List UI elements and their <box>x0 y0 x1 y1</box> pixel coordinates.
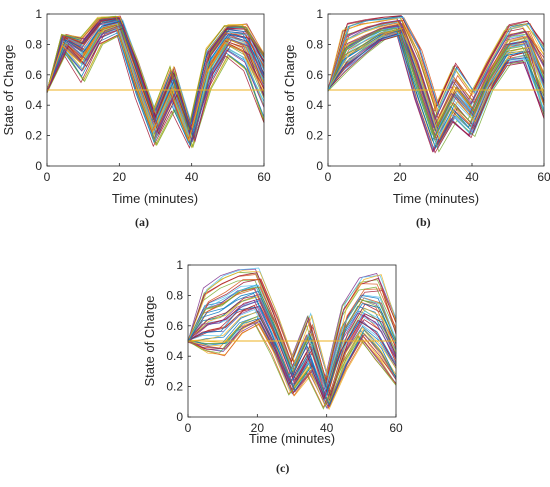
y-tick-label: 0 <box>316 159 323 173</box>
series-line <box>327 27 545 136</box>
x-tick-label: 40 <box>185 170 199 184</box>
y-tick-label: 0.4 <box>166 349 183 363</box>
x-tick-label: 0 <box>325 170 332 184</box>
series-line <box>327 17 545 112</box>
panel-c: 0 20 40 60 0 0.2 0.4 0.6 0.8 1 Time (minutes) Sta… <box>142 258 403 475</box>
series-line <box>187 318 397 407</box>
y-tick-label: 0.2 <box>166 380 183 394</box>
series-line <box>187 270 397 381</box>
y-tick-label: 0.8 <box>25 37 42 51</box>
line-layer <box>187 267 397 411</box>
series-line <box>46 24 265 141</box>
y-tick-label: 0 <box>176 410 183 424</box>
series-line <box>327 20 545 120</box>
axes-box <box>46 13 265 167</box>
tick-layer: 0 20 40 60 0 0.2 0.4 0.6 0.8 1 <box>306 7 550 184</box>
y-tick-label: 0.8 <box>306 37 323 51</box>
y-tick-label: 1 <box>316 7 323 21</box>
series-line <box>327 33 545 151</box>
tick-layer: 0 20 40 60 0 0.2 0.4 0.6 0.8 1 <box>25 7 271 184</box>
series-line <box>187 319 397 409</box>
panel-caption: (b) <box>416 215 431 229</box>
x-tick-label: 40 <box>465 170 479 184</box>
axes-box <box>327 13 545 167</box>
series-line <box>327 23 545 128</box>
tick-layer: 0 20 40 60 0 0.2 0.4 0.6 0.8 1 <box>166 258 403 435</box>
series-line <box>46 23 265 139</box>
series-line <box>327 31 545 150</box>
x-tick-label: 20 <box>393 170 407 184</box>
series-line <box>327 15 545 107</box>
y-tick-label: 0.2 <box>25 129 42 143</box>
series-line <box>187 298 397 397</box>
series-line <box>46 26 265 142</box>
x-tick-label: 60 <box>389 421 403 435</box>
x-tick-label: 20 <box>113 170 127 184</box>
x-tick-label: 60 <box>257 170 271 184</box>
y-tick-label: 0.4 <box>306 98 323 112</box>
series-line <box>187 299 397 398</box>
y-tick-label: 0.8 <box>166 288 183 302</box>
panel-b: 0 20 40 60 0 0.2 0.4 0.6 0.8 1 Time (minutes) Sta… <box>282 7 550 229</box>
panel-caption: (c) <box>276 461 289 475</box>
y-tick-label: 0 <box>35 159 42 173</box>
line-layer <box>327 15 545 154</box>
series-line <box>187 320 397 408</box>
y-axis-label: State of Charge <box>282 44 297 135</box>
x-axis-label: Time (minutes) <box>249 431 335 446</box>
x-tick-label: 0 <box>185 421 192 435</box>
y-tick-label: 0.6 <box>166 319 183 333</box>
series-line <box>327 27 545 140</box>
series-line <box>46 33 265 149</box>
series-line <box>327 34 545 153</box>
series-line <box>327 22 545 125</box>
series-line <box>187 317 397 406</box>
series-line <box>187 291 397 393</box>
series-line <box>327 26 545 135</box>
series-line <box>46 27 265 143</box>
series-line <box>187 322 397 410</box>
y-tick-label: 0.6 <box>306 68 323 82</box>
series-line <box>46 34 265 148</box>
series-line <box>327 28 545 139</box>
y-tick-label: 1 <box>176 258 183 272</box>
series-line <box>187 318 397 407</box>
series-line <box>327 24 545 129</box>
line-layer <box>46 15 265 149</box>
y-axis-label: State of Charge <box>1 44 16 135</box>
x-axis-label: Time (minutes) <box>112 191 198 206</box>
series-line <box>46 17 265 134</box>
x-tick-label: 20 <box>251 421 265 435</box>
panel-a: 0 20 40 60 0 0.2 0.4 0.6 0.8 1 Time (minutes) Sta… <box>1 7 271 229</box>
series-line <box>327 19 545 120</box>
series-line <box>327 34 545 154</box>
x-axis-label: Time (minutes) <box>393 191 479 206</box>
series-line <box>187 278 397 386</box>
series-line <box>187 285 397 392</box>
series-line <box>46 34 265 149</box>
series-line <box>327 25 545 135</box>
y-tick-label: 0.2 <box>306 129 323 143</box>
series-line <box>327 16 545 111</box>
series-line <box>187 286 397 391</box>
series-line <box>327 33 545 149</box>
y-axis-label: State of Charge <box>142 295 157 386</box>
y-tick-label: 0.6 <box>25 68 42 82</box>
series-line <box>187 304 397 401</box>
x-tick-label: 40 <box>320 421 334 435</box>
y-tick-label: 0.4 <box>25 98 42 112</box>
series-line <box>46 26 265 143</box>
series-line <box>187 284 397 389</box>
y-tick-label: 1 <box>35 7 42 21</box>
axes-box <box>187 264 397 418</box>
series-line <box>187 323 397 409</box>
x-tick-label: 60 <box>537 170 550 184</box>
panel-caption: (a) <box>135 215 149 229</box>
x-tick-label: 0 <box>44 170 51 184</box>
